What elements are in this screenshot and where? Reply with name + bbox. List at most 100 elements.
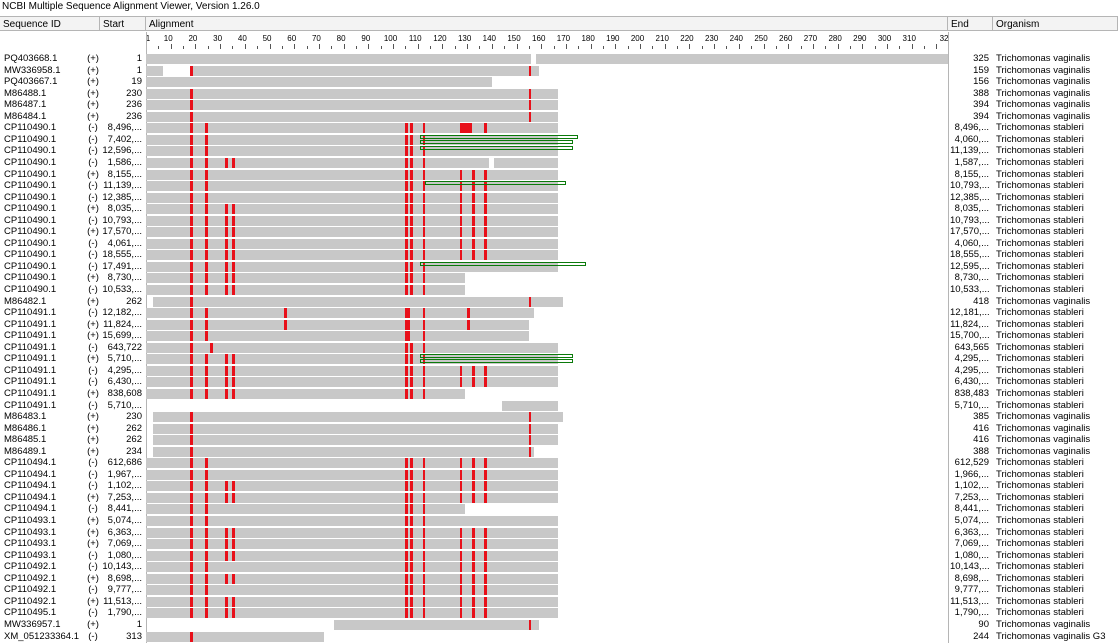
- alignment-track[interactable]: [146, 562, 948, 573]
- alignment-track[interactable]: [146, 331, 948, 342]
- alignment-track[interactable]: [146, 285, 948, 295]
- alignment-track[interactable]: [146, 319, 948, 330]
- alignment-row[interactable]: M86485.1 (+) 262 416 Trichomonas vaginalis: [0, 434, 1118, 446]
- alignment-track[interactable]: [146, 377, 948, 388]
- alignment-track[interactable]: [146, 527, 948, 538]
- alignment-track[interactable]: [146, 435, 948, 446]
- sequence-id-link[interactable]: CP110490.1: [4, 122, 57, 134]
- sequence-id-link[interactable]: CP110490.1: [4, 237, 57, 249]
- sequence-id-link[interactable]: CP110490.1: [4, 226, 57, 238]
- sequence-id-link[interactable]: CP110490.1: [4, 284, 57, 295]
- alignment-track[interactable]: [146, 539, 948, 550]
- alignment-track[interactable]: [146, 365, 948, 376]
- sequence-id-link[interactable]: CP110495.1: [4, 607, 57, 619]
- alignment-row[interactable]: CP110490.1 (-) 11,139,... 10,793,... Trichom…: [0, 180, 1118, 192]
- alignment-row[interactable]: CP110490.1 (+) 8,035,... 8,035,... Trichomon…: [0, 203, 1118, 215]
- sequence-id-link[interactable]: CP110494.1: [4, 491, 57, 503]
- alignment-track[interactable]: [146, 412, 948, 423]
- sequence-id-link[interactable]: CP110494.1: [4, 457, 57, 469]
- alignment-row[interactable]: CP110490.1 (-) 1,586,... 1,587,... Trichomon…: [0, 157, 1118, 169]
- alignment-track[interactable]: [146, 181, 948, 192]
- sequence-id-link[interactable]: CP110491.1: [4, 387, 57, 399]
- alignment-track[interactable]: [146, 504, 948, 515]
- sequence-id-link[interactable]: CP110491.1: [4, 353, 57, 365]
- alignment-track[interactable]: [146, 423, 948, 434]
- alignment-track[interactable]: [146, 308, 948, 319]
- column-header-sequence-id[interactable]: Sequence ID: [0, 16, 100, 31]
- sequence-id-link[interactable]: CP110490.1: [4, 156, 57, 168]
- alignment-track[interactable]: [146, 134, 948, 145]
- alignment-row[interactable]: CP110490.1 (-) 8,496,... 8,496,... Trichomon…: [0, 122, 1118, 134]
- column-header-organism[interactable]: Organism: [993, 16, 1118, 31]
- alignment-row[interactable]: M86482.1 (+) 262 418 Trichomonas vaginalis: [0, 296, 1118, 308]
- alignment-track[interactable]: [146, 596, 948, 607]
- alignment-track[interactable]: [146, 516, 948, 526]
- alignment-row[interactable]: CP110492.1 (-) 10,143,... 10,143,... Trichom…: [0, 561, 1118, 573]
- alignment-row[interactable]: PQ403668.1 (+) 1 325 Trichomonas vaginalis: [0, 53, 1118, 65]
- alignment-row[interactable]: CP110495.1 (-) 1,790,... 1,790,... Trichomon…: [0, 607, 1118, 619]
- alignment-track[interactable]: [146, 354, 948, 365]
- alignment-track[interactable]: [146, 88, 948, 99]
- alignment-row[interactable]: CP110490.1 (-) 10,793,... 10,793,... Trichom…: [0, 215, 1118, 227]
- alignment-row[interactable]: CP110494.1 (+) 7,253,... 7,253,... Trichomon…: [0, 492, 1118, 504]
- alignment-track[interactable]: [146, 54, 948, 64]
- alignment-row[interactable]: PQ403667.1 (+) 19 156 Trichomonas vaginalis: [0, 76, 1118, 88]
- alignment-track[interactable]: [146, 619, 948, 630]
- alignment-track[interactable]: [146, 492, 948, 503]
- alignment-row[interactable]: CP110491.1 (-) 4,295,... 4,295,... Trichomon…: [0, 365, 1118, 377]
- alignment-track[interactable]: [146, 227, 948, 238]
- alignment-row[interactable]: M86483.1 (+) 230 385 Trichomonas vaginalis: [0, 411, 1118, 423]
- alignment-row[interactable]: CP110491.1 (+) 838,608 838,483 Trichomonas s…: [0, 388, 1118, 400]
- alignment-row[interactable]: M86486.1 (+) 262 416 Trichomonas vaginalis: [0, 423, 1118, 435]
- alignment-row[interactable]: CP110494.1 (-) 8,441,... 8,441,... Trichomon…: [0, 503, 1118, 515]
- sequence-id-link[interactable]: CP110491.1: [4, 364, 57, 376]
- sequence-id-link[interactable]: CP110490.1: [4, 145, 57, 157]
- sequence-id-link[interactable]: CP110491.1: [4, 376, 57, 388]
- sequence-id-link[interactable]: CP110491.1: [4, 330, 57, 342]
- alignment-row[interactable]: CP110491.1 (+) 15,699,... 15,700,... Trichom…: [0, 330, 1118, 342]
- sequence-id-link[interactable]: CP110490.1: [4, 249, 57, 261]
- sequence-id-link[interactable]: MW336958.1: [4, 64, 61, 76]
- sequence-id-link[interactable]: CP110491.1: [4, 399, 57, 411]
- alignment-row[interactable]: CP110490.1 (+) 17,570,... 17,570,... Trichom…: [0, 226, 1118, 238]
- alignment-row[interactable]: CP110490.1 (+) 8,155,... 8,155,... Trichomon…: [0, 169, 1118, 181]
- alignment-row[interactable]: MW336958.1 (+) 1 159 Trichomonas vaginalis: [0, 65, 1118, 77]
- alignment-row[interactable]: CP110491.1 (-) 643,722 643,565 Trichomonas s…: [0, 342, 1118, 354]
- alignment-row[interactable]: CP110491.1 (+) 11,824,... 11,824,... Trichom…: [0, 319, 1118, 331]
- alignment-track[interactable]: [146, 123, 948, 134]
- alignment-row[interactable]: CP110494.1 (-) 1,967,... 1,966,... Trichomon…: [0, 469, 1118, 481]
- sequence-id-link[interactable]: CP110490.1: [4, 168, 57, 180]
- sequence-id-link[interactable]: CP110492.1: [4, 595, 57, 607]
- alignment-track[interactable]: [146, 157, 948, 168]
- alignment-row[interactable]: CP110490.1 (-) 17,491,... 12,595,... Trichom…: [0, 261, 1118, 273]
- alignment-track[interactable]: [146, 296, 948, 307]
- alignment-row[interactable]: CP110490.1 (-) 4,061,... 4,060,... Trichomon…: [0, 238, 1118, 250]
- sequence-id-link[interactable]: CP110490.1: [4, 191, 57, 203]
- sequence-id-link[interactable]: CP110494.1: [4, 480, 57, 492]
- alignment-track[interactable]: [146, 469, 948, 480]
- alignment-row[interactable]: M86488.1 (+) 230 388 Trichomonas vaginalis: [0, 88, 1118, 100]
- alignment-track[interactable]: [146, 481, 948, 492]
- alignment-track[interactable]: [146, 192, 948, 203]
- sequence-id-link[interactable]: M86484.1: [4, 110, 47, 122]
- alignment-row[interactable]: MW336957.1 (+) 1 90 Trichomonas vaginalis: [0, 619, 1118, 631]
- alignment-track[interactable]: [146, 77, 948, 88]
- alignment-row[interactable]: CP110490.1 (-) 12,385,... 12,385,... Trichom…: [0, 192, 1118, 204]
- alignment-row[interactable]: M86487.1 (+) 236 394 Trichomonas vaginalis: [0, 99, 1118, 111]
- alignment-track[interactable]: [146, 250, 948, 261]
- alignment-row[interactable]: CP110493.1 (+) 5,074,... 5,074,... Trichomon…: [0, 515, 1118, 527]
- sequence-id-link[interactable]: M86485.1: [4, 434, 47, 446]
- sequence-id-link[interactable]: CP110493.1: [4, 549, 57, 561]
- sequence-id-link[interactable]: CP110490.1: [4, 272, 57, 284]
- sequence-id-link[interactable]: M86489.1: [4, 445, 47, 457]
- alignment-track[interactable]: [146, 261, 948, 272]
- sequence-id-link[interactable]: CP110492.1: [4, 561, 57, 573]
- sequence-id-link[interactable]: CP110490.1: [4, 180, 57, 192]
- sequence-id-link[interactable]: CP110493.1: [4, 538, 57, 550]
- sequence-id-link[interactable]: CP110490.1: [4, 214, 57, 226]
- alignment-row[interactable]: CP110490.1 (+) 8,730,... 8,730,... Trichomon…: [0, 272, 1118, 284]
- alignment-row[interactable]: CP110494.1 (-) 612,686 612,529 Trichomonas s…: [0, 457, 1118, 469]
- alignment-row[interactable]: CP110493.1 (+) 7,069,... 7,069,... Trichomon…: [0, 538, 1118, 550]
- sequence-id-link[interactable]: CP110490.1: [4, 133, 57, 145]
- alignment-row[interactable]: CP110494.1 (-) 1,102,... 1,102,... Trichomon…: [0, 480, 1118, 492]
